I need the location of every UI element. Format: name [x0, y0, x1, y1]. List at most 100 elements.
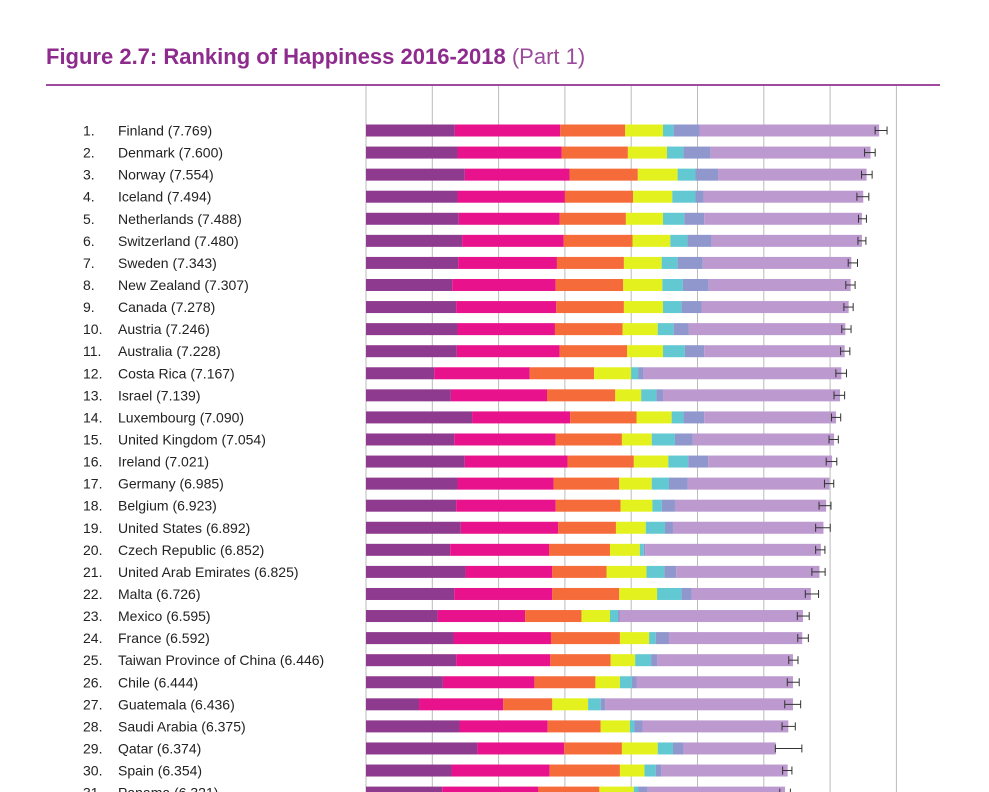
- bar-segment-7: [643, 367, 842, 380]
- error-bar: [784, 700, 802, 709]
- error-bar: [815, 545, 826, 554]
- country-label: Ireland (7.021): [118, 454, 209, 470]
- bar-segment-6: [617, 610, 620, 623]
- bar-segment-7: [699, 124, 880, 137]
- bar-row: [366, 764, 793, 777]
- error-bar: [874, 126, 888, 135]
- error-bar: [782, 766, 793, 775]
- bar-segment-6: [668, 477, 688, 490]
- bar-segment-7: [668, 632, 803, 645]
- rank-number: 29.: [83, 740, 102, 756]
- rank-number: 25.: [83, 652, 102, 668]
- bar-segment-4: [606, 565, 647, 578]
- bar-segment-1: [366, 146, 458, 159]
- bar-segment-7: [718, 168, 867, 181]
- bar-segment-2: [419, 698, 504, 711]
- bar-segment-1: [366, 256, 459, 269]
- error-bar: [774, 744, 803, 753]
- bar-segment-5: [651, 477, 669, 490]
- bar-segment-1: [366, 411, 473, 424]
- bar-segment-6: [682, 278, 709, 291]
- country-label: Luxembourg (7.090): [118, 409, 244, 425]
- country-label: Belgium (6.923): [118, 498, 217, 514]
- bar-segment-7: [710, 146, 871, 159]
- bar-segment-3: [564, 190, 634, 203]
- bar-segment-6: [687, 234, 712, 247]
- bar-segment-7: [711, 234, 862, 247]
- bar-segment-2: [454, 124, 561, 137]
- error-bar: [864, 148, 876, 157]
- bar-segment-1: [366, 190, 458, 203]
- bar-row: [366, 212, 867, 225]
- bar-segment-3: [550, 654, 611, 667]
- bar-segment-3: [555, 278, 624, 291]
- rank-number: 18.: [83, 498, 102, 514]
- bar-segment-3: [550, 632, 620, 645]
- bar-segment-7: [676, 565, 820, 578]
- bar-segment-7: [704, 212, 862, 225]
- rank-number: 3.: [83, 167, 95, 183]
- bar-row: [366, 565, 826, 578]
- bar-segment-2: [458, 212, 560, 225]
- bar-segment-4: [615, 389, 642, 402]
- error-bar: [840, 347, 851, 356]
- bar-segment-4: [619, 587, 658, 600]
- bar-segment-6: [655, 764, 662, 777]
- bar-segment-4: [627, 146, 668, 159]
- bar-segment-2: [452, 278, 556, 291]
- rank-number: 23.: [83, 608, 102, 624]
- bar-segment-5: [641, 389, 657, 402]
- bar-segment-3: [555, 499, 621, 512]
- bar-segment-4: [619, 632, 650, 645]
- country-label: Saudi Arabia (6.375): [118, 718, 246, 734]
- bar-segment-5: [645, 521, 666, 534]
- bar-segment-4: [610, 654, 636, 667]
- bar-segment-1: [366, 234, 463, 247]
- rank-number: 27.: [83, 696, 102, 712]
- country-label: Costa Rica (7.167): [118, 365, 235, 381]
- bar-segment-4: [633, 455, 669, 468]
- bar-segment-5: [629, 720, 635, 733]
- bar-segment-1: [366, 786, 443, 792]
- bar-segment-4: [595, 676, 620, 689]
- error-bar: [857, 236, 867, 245]
- bar-segment-3: [563, 234, 633, 247]
- bar-row: [366, 146, 876, 159]
- bar-segment-7: [704, 411, 837, 424]
- bar-segment-2: [451, 764, 550, 777]
- bar-segment-1: [366, 278, 453, 291]
- bar-row: [366, 742, 803, 755]
- bar-segment-4: [619, 764, 645, 777]
- bar-segment-1: [366, 389, 451, 402]
- bar-segment-4: [621, 742, 658, 755]
- rank-number: 10.: [83, 321, 102, 337]
- country-label: Iceland (7.494): [118, 189, 211, 205]
- rank-number: 14.: [83, 409, 102, 425]
- bar-segment-3: [549, 764, 620, 777]
- bar-segment-7: [688, 323, 846, 336]
- error-bar: [815, 523, 831, 532]
- bar-segment-2: [456, 654, 551, 667]
- bar-segment-3: [552, 587, 620, 600]
- bar-row: [366, 455, 838, 468]
- figure-title-part: (Part 1): [511, 44, 586, 69]
- bar-row: [366, 521, 831, 534]
- bar-segment-1: [366, 433, 455, 446]
- bar-segment-4: [599, 786, 634, 792]
- bar-segment-6: [643, 543, 646, 556]
- bar-segment-2: [442, 786, 539, 792]
- bar-segment-4: [632, 234, 671, 247]
- bar-row: [366, 190, 870, 203]
- error-bar: [843, 303, 854, 312]
- bar-segment-4: [594, 367, 632, 380]
- bar-segment-5: [662, 278, 683, 291]
- bar-segment-1: [366, 499, 457, 512]
- bar-segment-6: [661, 499, 675, 512]
- error-bar: [825, 457, 838, 466]
- bar-segment-1: [366, 587, 455, 600]
- bar-segment-2: [477, 742, 565, 755]
- rank-number: 11.: [83, 343, 101, 359]
- error-bar: [845, 280, 856, 289]
- bar-segment-5: [639, 543, 644, 556]
- bar-row: [366, 256, 858, 269]
